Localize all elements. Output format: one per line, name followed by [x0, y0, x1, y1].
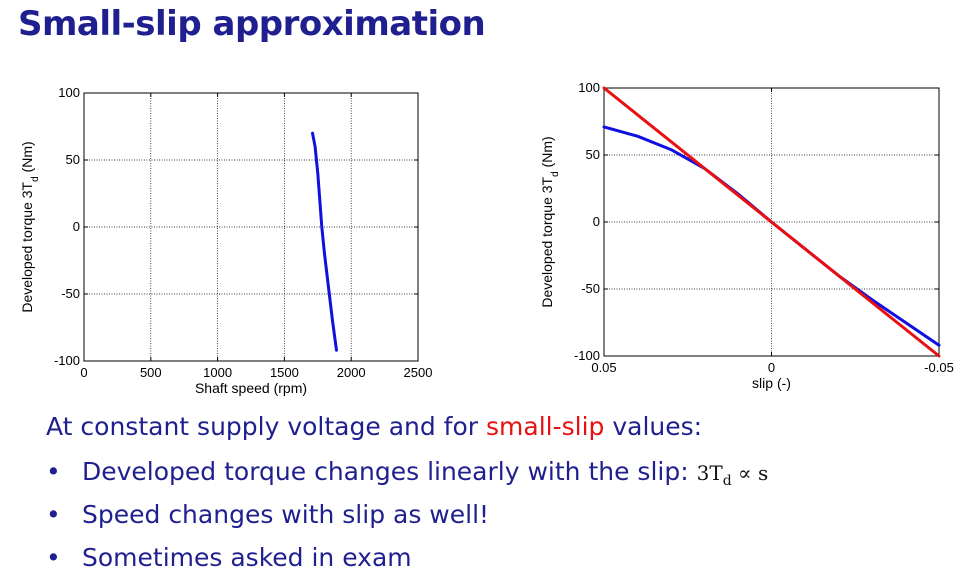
- x-tick-label: 0.05: [591, 360, 616, 375]
- series-line: [311, 131, 338, 352]
- x-tick-label: 2500: [404, 365, 433, 380]
- y-axis-label: Developed torque 3Td (Nm): [539, 136, 561, 307]
- y-tick-label: -50: [61, 286, 80, 301]
- y-tick-label: -100: [574, 348, 600, 363]
- y-tick-label: 0: [593, 214, 600, 229]
- x-tick-label: 0: [768, 360, 775, 375]
- y-tick-label: 100: [578, 80, 600, 95]
- x-axis-label: slip (-): [752, 375, 791, 391]
- x-tick-label: 1500: [270, 365, 299, 380]
- bullet-dot-icon: •: [46, 500, 61, 529]
- bullet-text: Speed changes with slip as well!: [82, 500, 490, 529]
- intro-before: At constant supply voltage and for: [46, 412, 486, 441]
- x-tick-label: 2000: [337, 365, 366, 380]
- y-tick-label: 0: [73, 219, 80, 234]
- intro-after: values:: [604, 412, 703, 441]
- intro-text: At constant supply voltage and for small…: [46, 412, 702, 441]
- x-tick-label: 0: [80, 365, 87, 380]
- y-tick-label: 50: [66, 152, 80, 167]
- y-tick-label: -50: [581, 281, 600, 296]
- formula-sub: d: [722, 473, 732, 489]
- slide-title: Small-slip approximation: [18, 4, 486, 44]
- intro-highlight: small-slip: [486, 412, 605, 441]
- y-tick-label: 50: [586, 147, 600, 162]
- formula-main: 3T: [696, 461, 723, 485]
- x-tick-label: -0.05: [924, 360, 954, 375]
- bullet-item: • Developed torque changes linearly with …: [46, 456, 768, 499]
- formula-rest: ∝ s: [731, 461, 769, 485]
- x-axis-label: Shaft speed (rpm): [195, 380, 307, 396]
- x-tick-label: 500: [140, 365, 162, 380]
- bullet-dot-icon: •: [46, 457, 61, 486]
- y-tick-label: -100: [54, 353, 80, 368]
- y-tick-label: 100: [58, 85, 80, 100]
- x-tick-label: 1000: [203, 365, 232, 380]
- bullet-item: • Sometimes asked in exam: [46, 542, 768, 585]
- series-line: [602, 86, 941, 358]
- bullet-list: • Developed torque changes linearly with …: [46, 456, 768, 585]
- bullet-text: Developed torque changes linearly with t…: [82, 457, 689, 486]
- bullet-formula: 3Td ∝ s: [696, 461, 769, 489]
- y-axis-label: Developed torque 3Td (Nm): [19, 141, 41, 312]
- bullet-item: • Speed changes with slip as well!: [46, 499, 768, 542]
- bullet-text: Sometimes asked in exam: [82, 543, 412, 572]
- bullet-dot-icon: •: [46, 543, 61, 572]
